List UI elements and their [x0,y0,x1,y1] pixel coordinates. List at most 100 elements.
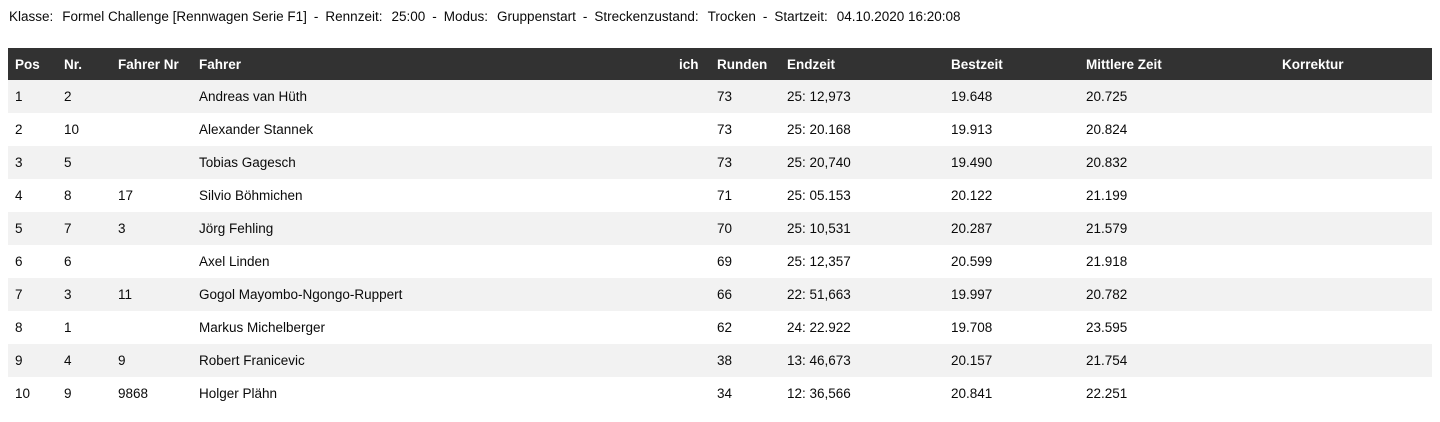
table-row[interactable]: 2 10 Alexander Stannek 73 25: 20.168 19.913 20… [8,113,1432,146]
cell-ich [672,278,710,311]
cell-fahrer: Robert Franicevic [199,353,305,368]
cell-fahrer_nr [111,113,192,146]
cell-pos: 3 [15,155,23,170]
results-table-body: 1 2 Andreas van Hüth 73 25: 12,973 19.648 20.7… [8,80,1432,410]
cell-bestzeit: 19.490 [951,155,993,170]
startzeit-value: 04.10.2020 16:20:08 [836,9,961,24]
cell-fahrer: Silvio Böhmichen [199,188,303,203]
cell-ich [672,311,710,344]
cell-endzeit: 13: 46,673 [787,353,851,368]
cell-bestzeit: 20.122 [951,188,993,203]
column-header-mittlere_zeit[interactable]: Mittlere Zeit [1079,48,1275,80]
cell-bestzeit: 19.648 [951,89,993,104]
cell-ich [672,344,710,377]
cell-fahrer: Andreas van Hüth [199,89,308,104]
cell-nr: 4 [64,353,72,368]
table-row[interactable]: 1 2 Andreas van Hüth 73 25: 12,973 19.648 20.7… [8,80,1432,113]
rennzeit-value: 25:00 [391,9,426,24]
cell-pos: 8 [15,320,23,335]
cell-fahrer_nr [111,245,192,278]
table-row[interactable]: 7 3 11 Gogol Mayombo-Ngongo-Ruppert 66 22: 51… [8,278,1432,311]
cell-runden: 66 [717,287,733,302]
column-header-nr[interactable]: Nr. [57,48,111,80]
cell-fahrer: Tobias Gagesch [199,155,296,170]
table-row[interactable]: 9 4 9 Robert Franicevic 38 13: 46,673 20.157 21… [8,344,1432,377]
cell-bestzeit: 20.841 [951,386,993,401]
table-row[interactable]: 6 6 Axel Linden 69 25: 12,357 20.599 21.918 [8,245,1432,278]
column-header-pos[interactable]: Pos [8,48,57,80]
cell-bestzeit: 19.913 [951,122,993,137]
cell-mittlere_zeit: 20.832 [1086,155,1128,170]
cell-runden: 73 [717,155,733,170]
cell-ich [672,212,710,245]
cell-korrektur [1275,80,1432,113]
cell-ich [672,245,710,278]
cell-endzeit: 25: 12,973 [787,89,851,104]
cell-pos: 5 [15,221,23,236]
cell-runden: 73 [717,122,733,137]
cell-pos: 4 [15,188,23,203]
cell-bestzeit: 19.997 [951,287,993,302]
cell-runden: 62 [717,320,733,335]
cell-bestzeit: 20.157 [951,353,993,368]
cell-korrektur [1275,146,1432,179]
cell-mittlere_zeit: 23.595 [1086,320,1128,335]
cell-runden: 70 [717,221,733,236]
table-row[interactable]: 4 8 17 Silvio Böhmichen 71 25: 05.153 20.122 21… [8,179,1432,212]
klasse-label: Klasse: [9,9,54,24]
cell-korrektur [1275,245,1432,278]
column-header-bestzeit[interactable]: Bestzeit [944,48,1079,80]
cell-runden: 69 [717,254,733,269]
cell-nr: 5 [64,155,72,170]
cell-endzeit: 25: 20.168 [787,122,851,137]
cell-mittlere_zeit: 20.725 [1086,89,1128,104]
cell-nr: 2 [64,89,72,104]
column-header-fahrer_nr[interactable]: Fahrer Nr [111,48,192,80]
cell-fahrer: Alexander Stannek [199,122,314,137]
modus-label: Modus: [443,9,489,24]
cell-endzeit: 24: 22.922 [787,320,851,335]
column-header-runden[interactable]: Runden [710,48,780,80]
cell-mittlere_zeit: 21.754 [1086,353,1128,368]
cell-nr: 7 [64,221,72,236]
column-header-korrektur[interactable]: Korrektur [1275,48,1432,80]
cell-fahrer_nr [111,146,192,179]
cell-fahrer_nr [111,311,192,344]
cell-korrektur [1275,113,1432,146]
cell-mittlere_zeit: 21.918 [1086,254,1128,269]
cell-fahrer: Jörg Fehling [199,221,274,236]
cell-fahrer_nr: 3 [118,221,126,236]
cell-endzeit: 25: 12,357 [787,254,851,269]
cell-fahrer_nr: 11 [118,287,133,302]
cell-korrektur [1275,377,1432,410]
column-header-endzeit[interactable]: Endzeit [780,48,944,80]
cell-bestzeit: 20.287 [951,221,993,236]
separator: - [313,9,319,24]
table-row[interactable]: 8 1 Markus Michelberger 62 24: 22.922 19.708 2… [8,311,1432,344]
cell-korrektur [1275,278,1432,311]
cell-pos: 2 [15,122,23,137]
cell-pos: 1 [15,89,23,104]
cell-fahrer: Gogol Mayombo-Ngongo-Ruppert [199,287,403,302]
table-row[interactable]: 3 5 Tobias Gagesch 73 25: 20,740 19.490 20.832 [8,146,1432,179]
cell-fahrer: Axel Linden [199,254,270,269]
cell-fahrer_nr [111,80,192,113]
column-header-ich[interactable]: ich [672,48,710,80]
cell-endzeit: 25: 05.153 [787,188,851,203]
column-header-fahrer[interactable]: Fahrer [192,48,672,80]
separator: - [762,9,768,24]
cell-ich [672,113,710,146]
cell-korrektur [1275,212,1432,245]
cell-nr: 6 [64,254,72,269]
cell-nr: 9 [64,386,72,401]
cell-nr: 1 [64,320,72,335]
cell-bestzeit: 20.599 [951,254,993,269]
klasse-value: Formel Challenge [Rennwagen Serie F1] [62,9,307,24]
header-row: Pos Nr. Fahrer Nr Fahrer ich Runden Endzeit Bes… [8,48,1432,80]
table-row[interactable]: 5 7 3 Jörg Fehling 70 25: 10,531 20.287 21.579 [8,212,1432,245]
table-row[interactable]: 10 9 9868 Holger Plähn 34 12: 36,566 20.841 22.… [8,377,1432,410]
cell-fahrer: Markus Michelberger [199,320,326,335]
cell-runden: 73 [717,89,733,104]
race-info-bar: Klasse: Formel Challenge [Rennwagen Serie… [0,0,1440,24]
